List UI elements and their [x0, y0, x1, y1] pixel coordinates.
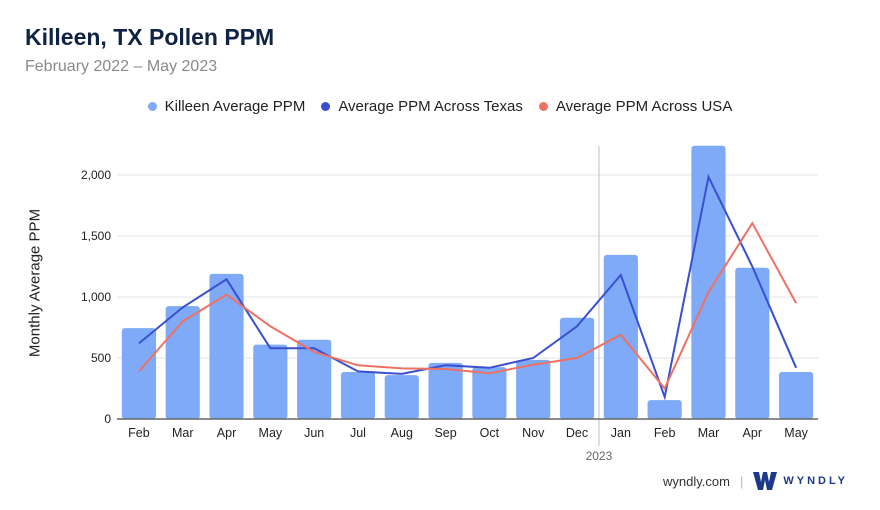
- legend-item-texas[interactable]: Average PPM Across Texas: [321, 98, 523, 115]
- x-tick-label: May: [259, 426, 283, 440]
- x-tick-label: Jul: [350, 426, 366, 440]
- legend-item-usa[interactable]: Average PPM Across USA: [538, 98, 733, 115]
- legend-dot-icon: [321, 102, 331, 111]
- series-line[interactable]: [138, 173, 798, 401]
- bar[interactable]: [559, 317, 595, 419]
- x-tick-label: Jan: [611, 426, 631, 440]
- x-tick-label: Mar: [172, 426, 194, 440]
- bar[interactable]: [297, 339, 332, 419]
- legend-label: Average PPM Across Texas: [338, 98, 523, 115]
- brand-name: WYNDLY: [783, 475, 848, 487]
- bar[interactable]: [253, 344, 288, 419]
- legend-item-killeen[interactable]: Killeen Average PPM: [147, 98, 306, 115]
- footer: wyndly.com | WYNDLY: [663, 472, 848, 490]
- x-tick-label: Jun: [304, 426, 324, 440]
- y-tick-label: 500: [91, 351, 111, 365]
- bar[interactable]: [603, 254, 638, 419]
- bar[interactable]: [472, 367, 507, 419]
- bar[interactable]: [121, 328, 156, 419]
- x-tick-label: Oct: [480, 426, 500, 440]
- legend-label: Average PPM Across USA: [555, 98, 733, 115]
- bar[interactable]: [647, 400, 682, 419]
- bar[interactable]: [165, 306, 200, 419]
- x-tick-label: Feb: [654, 426, 676, 440]
- legend-dot-icon: [147, 102, 157, 111]
- x-tick-label: Nov: [522, 426, 545, 440]
- bar[interactable]: [691, 145, 726, 419]
- y-tick-label: 2,000: [81, 168, 111, 182]
- bar[interactable]: [384, 375, 419, 419]
- series-line[interactable]: [138, 221, 797, 391]
- year-label: 2023: [586, 449, 613, 463]
- legend-label: Killeen Average PPM: [164, 98, 306, 115]
- x-tick-label: Aug: [391, 426, 413, 440]
- legend: Killeen Average PPM Average PPM Across T…: [0, 98, 880, 115]
- chart-title: Killeen, TX Pollen PPM: [25, 24, 275, 50]
- bar[interactable]: [428, 362, 463, 419]
- x-tick-label: May: [784, 426, 808, 440]
- x-tick-label: Sep: [434, 426, 456, 440]
- bar[interactable]: [779, 372, 814, 419]
- y-tick-label: 1,000: [81, 290, 111, 304]
- wyndly-logo-icon: [753, 472, 778, 490]
- bar[interactable]: [209, 273, 244, 419]
- y-tick-label: 0: [104, 412, 111, 426]
- x-tick-label: Dec: [566, 426, 588, 440]
- brand-logo: WYNDLY: [753, 472, 848, 490]
- bar[interactable]: [516, 359, 551, 419]
- x-tick-label: Apr: [743, 426, 762, 440]
- x-tick-label: Mar: [698, 426, 720, 440]
- site-link[interactable]: wyndly.com: [663, 473, 730, 489]
- divider: |: [739, 473, 744, 489]
- chart-subtitle: February 2022 – May 2023: [25, 58, 218, 75]
- bar[interactable]: [340, 372, 376, 419]
- bar[interactable]: [735, 267, 770, 419]
- y-tick-label: 1,500: [81, 229, 111, 243]
- legend-dot-icon: [538, 102, 548, 111]
- x-tick-label: Feb: [128, 426, 150, 440]
- x-tick-label: Apr: [217, 426, 236, 440]
